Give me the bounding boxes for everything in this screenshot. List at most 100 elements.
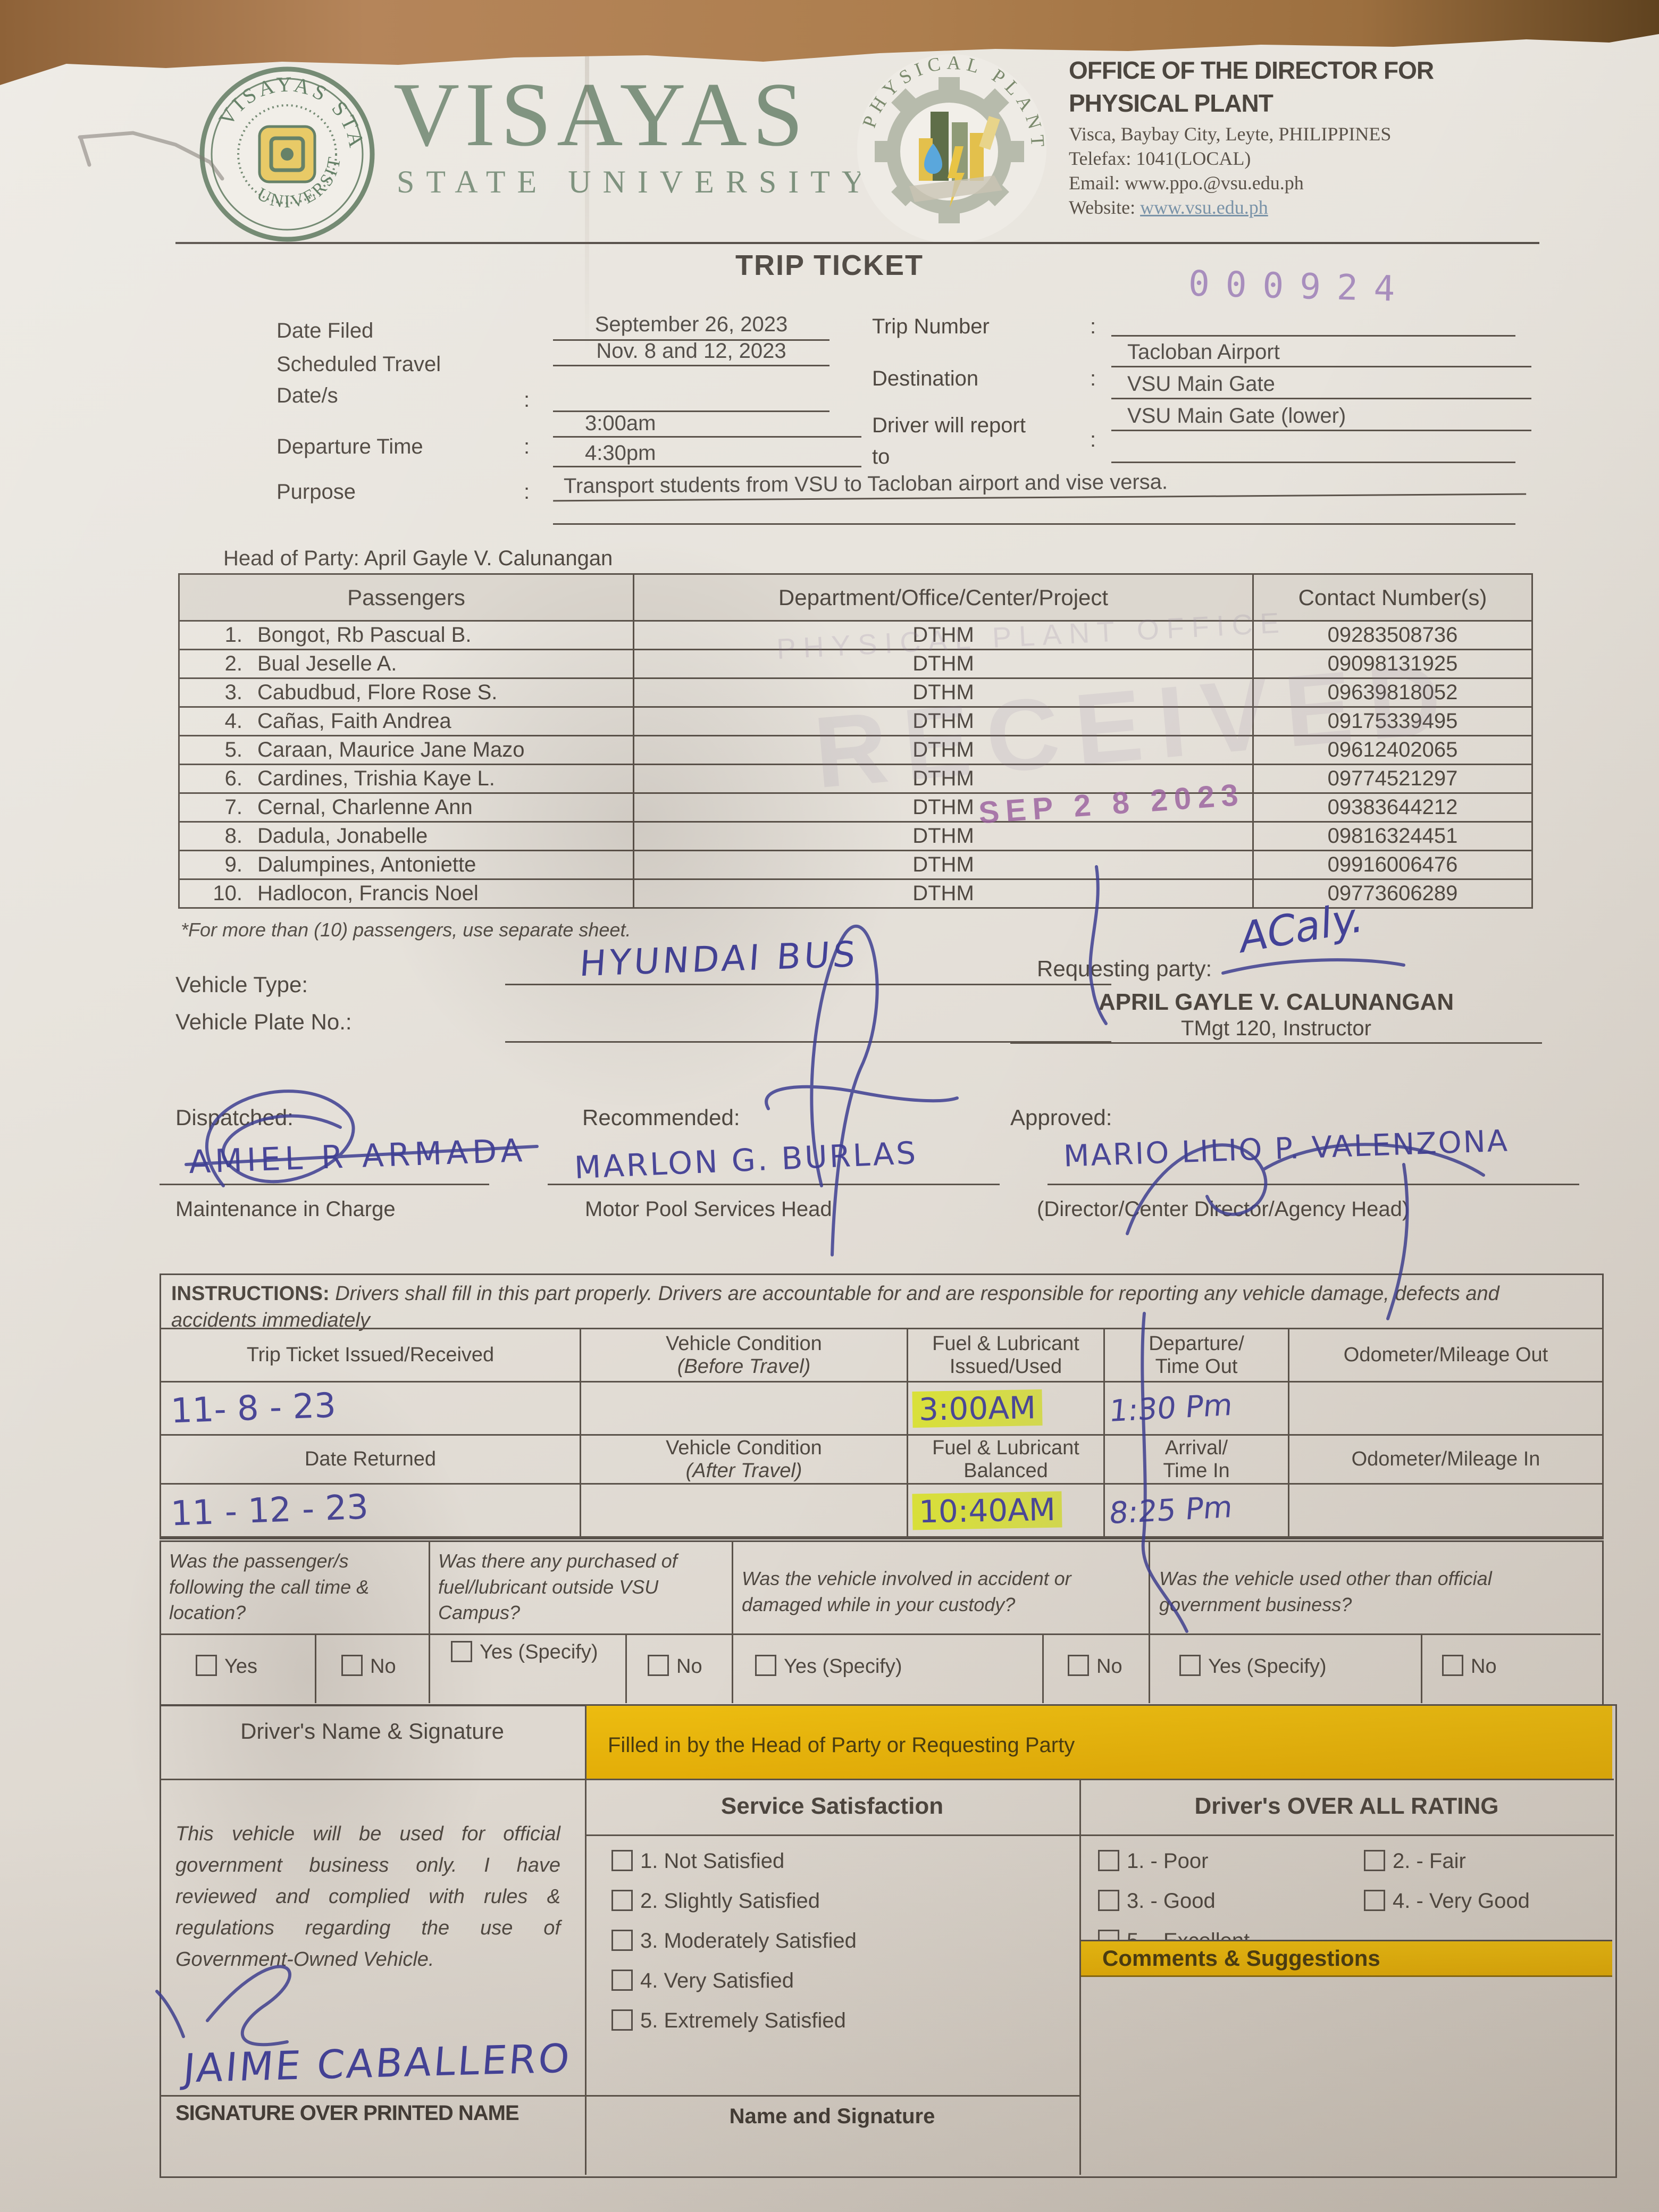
log-value-time-in-cell: 8:25 Pm — [1103, 1483, 1289, 1538]
purpose-blank — [553, 499, 1515, 525]
driver-log-table: Trip Ticket Issued/Received Vehicle Cond… — [160, 1328, 1604, 1538]
rating-2-checkbox[interactable] — [1364, 1850, 1385, 1871]
satisfaction-2-checkbox[interactable] — [611, 1890, 633, 1911]
q2-no-option: No — [648, 1655, 702, 1678]
satisfaction-5-checkbox[interactable] — [611, 2009, 633, 2031]
driver-name-header: Driver's Name & Signature — [240, 1719, 504, 1744]
log-value-condition-before-cell — [580, 1381, 908, 1436]
log-header-fuel-balanced: Fuel & Lubricant Balanced — [907, 1434, 1105, 1485]
satisfaction-option-4: 4. Very Satisfied — [611, 1969, 794, 1993]
q3-yes-checkbox[interactable] — [755, 1655, 776, 1676]
q2-yes-option: Yes (Specify) — [451, 1641, 605, 1664]
purpose-value: Transport students from VSU to Tacloban … — [552, 467, 1527, 502]
log-value-returned-cell: 11 - 12 - 23 — [160, 1483, 581, 1538]
departure-time-label: Departure Time — [276, 435, 423, 458]
overall-rating-header: Driver's OVER ALL RATING — [1194, 1793, 1499, 1819]
table-row: 3. Cabudbud, Flore Rose S. DTHM 09639818052 — [178, 677, 1533, 708]
satisfaction-option-2: 2. Slightly Satisfied — [611, 1889, 820, 1913]
q3-no-checkbox[interactable] — [1068, 1655, 1089, 1676]
office-telefax: Telefax: 1041(LOCAL) — [1069, 148, 1251, 169]
office-title-line2: PHYSICAL PLANT — [1069, 89, 1273, 117]
q1-no-checkbox[interactable] — [341, 1655, 363, 1676]
log-header-departure: Departure/Time Out — [1103, 1328, 1289, 1382]
passengers-table: Passengers Department/Office/Center/Proj… — [178, 573, 1533, 909]
satisfaction-option-3: 3. Moderately Satisfied — [611, 1929, 857, 1953]
recommended-label: Recommended: — [582, 1105, 740, 1130]
service-satisfaction-header: Service Satisfaction — [720, 1793, 944, 1819]
requesting-party-line — [1010, 1017, 1542, 1044]
report-to-value: VSU Main Gate (lower) — [1111, 404, 1531, 431]
report-to-blank — [1111, 437, 1515, 463]
log-value-time-out-cell: 1:30 Pm — [1103, 1381, 1289, 1436]
wordmark-visayas: VISAYAS — [393, 64, 809, 165]
vehicle-plate-blank — [505, 1017, 1111, 1043]
scheduled-colon: : — [524, 388, 530, 412]
q4-yes-checkbox[interactable] — [1179, 1655, 1201, 1676]
satisfaction-option-5: 5. Extremely Satisfied — [611, 2009, 846, 2033]
vehicle-plate-label: Vehicle Plate No.: — [175, 1009, 352, 1034]
q4-yes-option: Yes (Specify) — [1179, 1655, 1326, 1678]
log-header-condition-after: Vehicle Condition (After Travel) — [580, 1434, 908, 1485]
q2-no-checkbox[interactable] — [648, 1655, 669, 1676]
office-website-link[interactable]: www.vsu.edu.ph — [1140, 197, 1268, 218]
comments-empty-area[interactable] — [1081, 1975, 1612, 2173]
q2-yes-checkbox[interactable] — [451, 1641, 472, 1662]
report-to-label: Driver will report to — [872, 414, 1026, 468]
office-website-label: Website: — [1069, 197, 1136, 218]
vehicle-type-label: Vehicle Type: — [175, 972, 308, 997]
q4-no-checkbox[interactable] — [1442, 1655, 1463, 1676]
table-row: 5. Caraan, Maurice Jane Mazo DTHM 096124020… — [178, 735, 1533, 765]
physical-plant-office-seal: PHYSICAL PLANT OFFICE — [851, 48, 1046, 244]
departure-time-1: 3:00am — [553, 412, 861, 438]
log-header-arrival: Arrival/Time In — [1103, 1434, 1289, 1485]
office-title-line1: OFFICE OF THE DIRECTOR FOR — [1069, 56, 1434, 84]
table-row: 6. Cardines, Trishia Kaye L. DTHM 097745212… — [178, 764, 1533, 794]
q4-no-option: No — [1442, 1655, 1497, 1678]
q1-yes-checkbox[interactable] — [196, 1655, 217, 1676]
comments-banner: Comments & Suggestions — [1081, 1940, 1612, 1977]
purpose-label: Purpose — [276, 480, 356, 504]
rating-option-fair: 2. - Fair — [1364, 1849, 1466, 1873]
log-value-issued-cell: 11- 8 - 23 — [160, 1381, 581, 1436]
rating-option-very-good: 4. - Very Good — [1364, 1889, 1530, 1913]
log-header-returned: Date Returned — [160, 1434, 581, 1485]
satisfaction-3-checkbox[interactable] — [611, 1930, 633, 1951]
log-value-fuel-in-cell: 10:40AM — [907, 1483, 1105, 1538]
bottom-table-box — [160, 1704, 1617, 2178]
question-accident: Was the vehicle involved in accident or … — [742, 1568, 1071, 1615]
approved-line — [1048, 1159, 1579, 1185]
log-value-odometer-out-cell — [1288, 1381, 1604, 1436]
rating-3-checkbox[interactable] — [1098, 1890, 1119, 1911]
name-and-signature-caption: Name and Signature — [729, 2105, 935, 2128]
instructions-label: INSTRUCTIONS: — [171, 1283, 330, 1305]
rating-4-checkbox[interactable] — [1364, 1890, 1385, 1911]
water-droplet-icon — [924, 144, 942, 174]
rating-option-poor: 1. - Poor — [1098, 1849, 1208, 1873]
report-to-colon: : — [1090, 428, 1096, 451]
satisfaction-1-checkbox[interactable] — [611, 1850, 633, 1871]
office-website-line: Website: www.vsu.edu.ph — [1069, 196, 1547, 219]
satisfaction-option-1: 1. Not Satisfied — [611, 1849, 784, 1873]
q3-yes-option: Yes (Specify) — [755, 1655, 902, 1678]
q3-no-option: No — [1068, 1655, 1122, 1678]
table-row: 4. Cañas, Faith Andrea DTHM 09175339495 — [178, 706, 1533, 736]
question-call-time: Was the passenger/s following the call t… — [169, 1550, 370, 1624]
question-official-business: Was the vehicle used other than official… — [1159, 1568, 1492, 1615]
destination-value-1: Tacloban Airport — [1111, 340, 1531, 367]
rating-1-checkbox[interactable] — [1098, 1850, 1119, 1871]
header-rule — [175, 242, 1539, 244]
recommended-line — [548, 1159, 1000, 1185]
satisfaction-4-checkbox[interactable] — [611, 1970, 633, 1991]
scheduled-travel-value: Nov. 8 and 12, 2023 — [553, 339, 830, 366]
log-header-issued: Trip Ticket Issued/Received — [160, 1328, 581, 1382]
requesting-party-label: Requesting party: — [1037, 956, 1212, 981]
table-row: 1. Bongot, Rb Pascual B. DTHM 09283508736 — [178, 620, 1533, 650]
approved-label: Approved: — [1010, 1105, 1112, 1130]
lightning-icon — [948, 146, 965, 207]
filled-in-banner: Filled in by the Head of Party or Reques… — [586, 1706, 1612, 1779]
scheduled-travel-blank — [553, 386, 830, 412]
dispatched-line — [160, 1159, 489, 1185]
table-row: 9. Dalumpines, Antoniette DTHM 09916006476 — [178, 850, 1533, 880]
destination-colon: : — [1090, 367, 1096, 390]
